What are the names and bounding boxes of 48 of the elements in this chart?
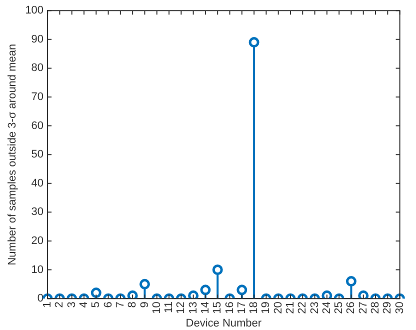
x-tick-label: 13 bbox=[187, 302, 200, 314]
point bbox=[127, 290, 138, 299]
y-tick-label: 0 bbox=[37, 292, 44, 305]
point bbox=[322, 290, 332, 299]
x-tick-label: 11 bbox=[163, 302, 176, 313]
x-tick-label: 24 bbox=[320, 302, 333, 314]
point bbox=[358, 290, 369, 299]
y-tick-label: 50 bbox=[31, 148, 44, 161]
x-tick-label: 1 bbox=[42, 302, 54, 308]
x-tick-label: 28 bbox=[370, 302, 382, 314]
x-tick-label: 12 bbox=[175, 302, 188, 314]
x-tick-label: 8 bbox=[126, 302, 139, 308]
y-tick-label: 10 bbox=[31, 264, 44, 276]
y-tick-label: 80 bbox=[31, 62, 44, 74]
x-tick-label: 7 bbox=[114, 302, 126, 308]
x-tick-label: 15 bbox=[212, 302, 224, 314]
x-tick-label: 6 bbox=[102, 302, 114, 308]
x-tick-label: 17 bbox=[236, 302, 248, 314]
x-tick-label: 26 bbox=[345, 302, 358, 314]
x-tick-label: 16 bbox=[224, 302, 236, 314]
x-tick-label: 9 bbox=[138, 302, 151, 308]
y-tick-label: 40 bbox=[31, 177, 44, 190]
y-axis-title: Number of samples outside 3-σ around mean bbox=[6, 44, 19, 266]
x-tick-label: 3 bbox=[66, 302, 78, 308]
x-tick-label: 30 bbox=[394, 302, 406, 314]
y-tick-label: 90 bbox=[31, 33, 44, 46]
point bbox=[188, 290, 199, 299]
x-tick-label: 25 bbox=[333, 302, 346, 314]
x-tick-label: 27 bbox=[357, 302, 370, 314]
x-tick-label: 21 bbox=[284, 302, 297, 314]
point bbox=[248, 37, 260, 48]
y-tick-label: 100 bbox=[25, 4, 44, 17]
x-tick-label: 14 bbox=[199, 302, 212, 314]
x-tick-label: 20 bbox=[272, 302, 284, 314]
x-tick-label: 5 bbox=[90, 302, 102, 308]
x-tick-label: 18 bbox=[248, 302, 260, 314]
y-tick-label: 70 bbox=[31, 91, 44, 104]
x-tick-label: 23 bbox=[308, 302, 321, 314]
x-tick-label: 29 bbox=[382, 302, 394, 314]
x-axis-title: Device Number bbox=[186, 317, 262, 330]
x-tick-label: 2 bbox=[54, 302, 66, 308]
y-tick-label: 60 bbox=[31, 120, 44, 132]
y-tick-label: 20 bbox=[31, 235, 44, 248]
x-tick-label: 10 bbox=[150, 302, 163, 314]
x-tick-label: 19 bbox=[260, 302, 272, 314]
x-tick-label: 22 bbox=[296, 302, 309, 314]
x-tick-label: 4 bbox=[78, 302, 90, 308]
y-tick-label: 30 bbox=[31, 206, 44, 218]
